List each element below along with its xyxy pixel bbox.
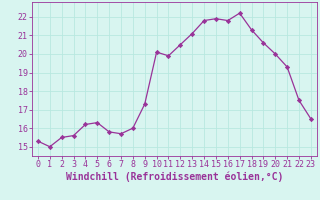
X-axis label: Windchill (Refroidissement éolien,°C): Windchill (Refroidissement éolien,°C) (66, 172, 283, 182)
